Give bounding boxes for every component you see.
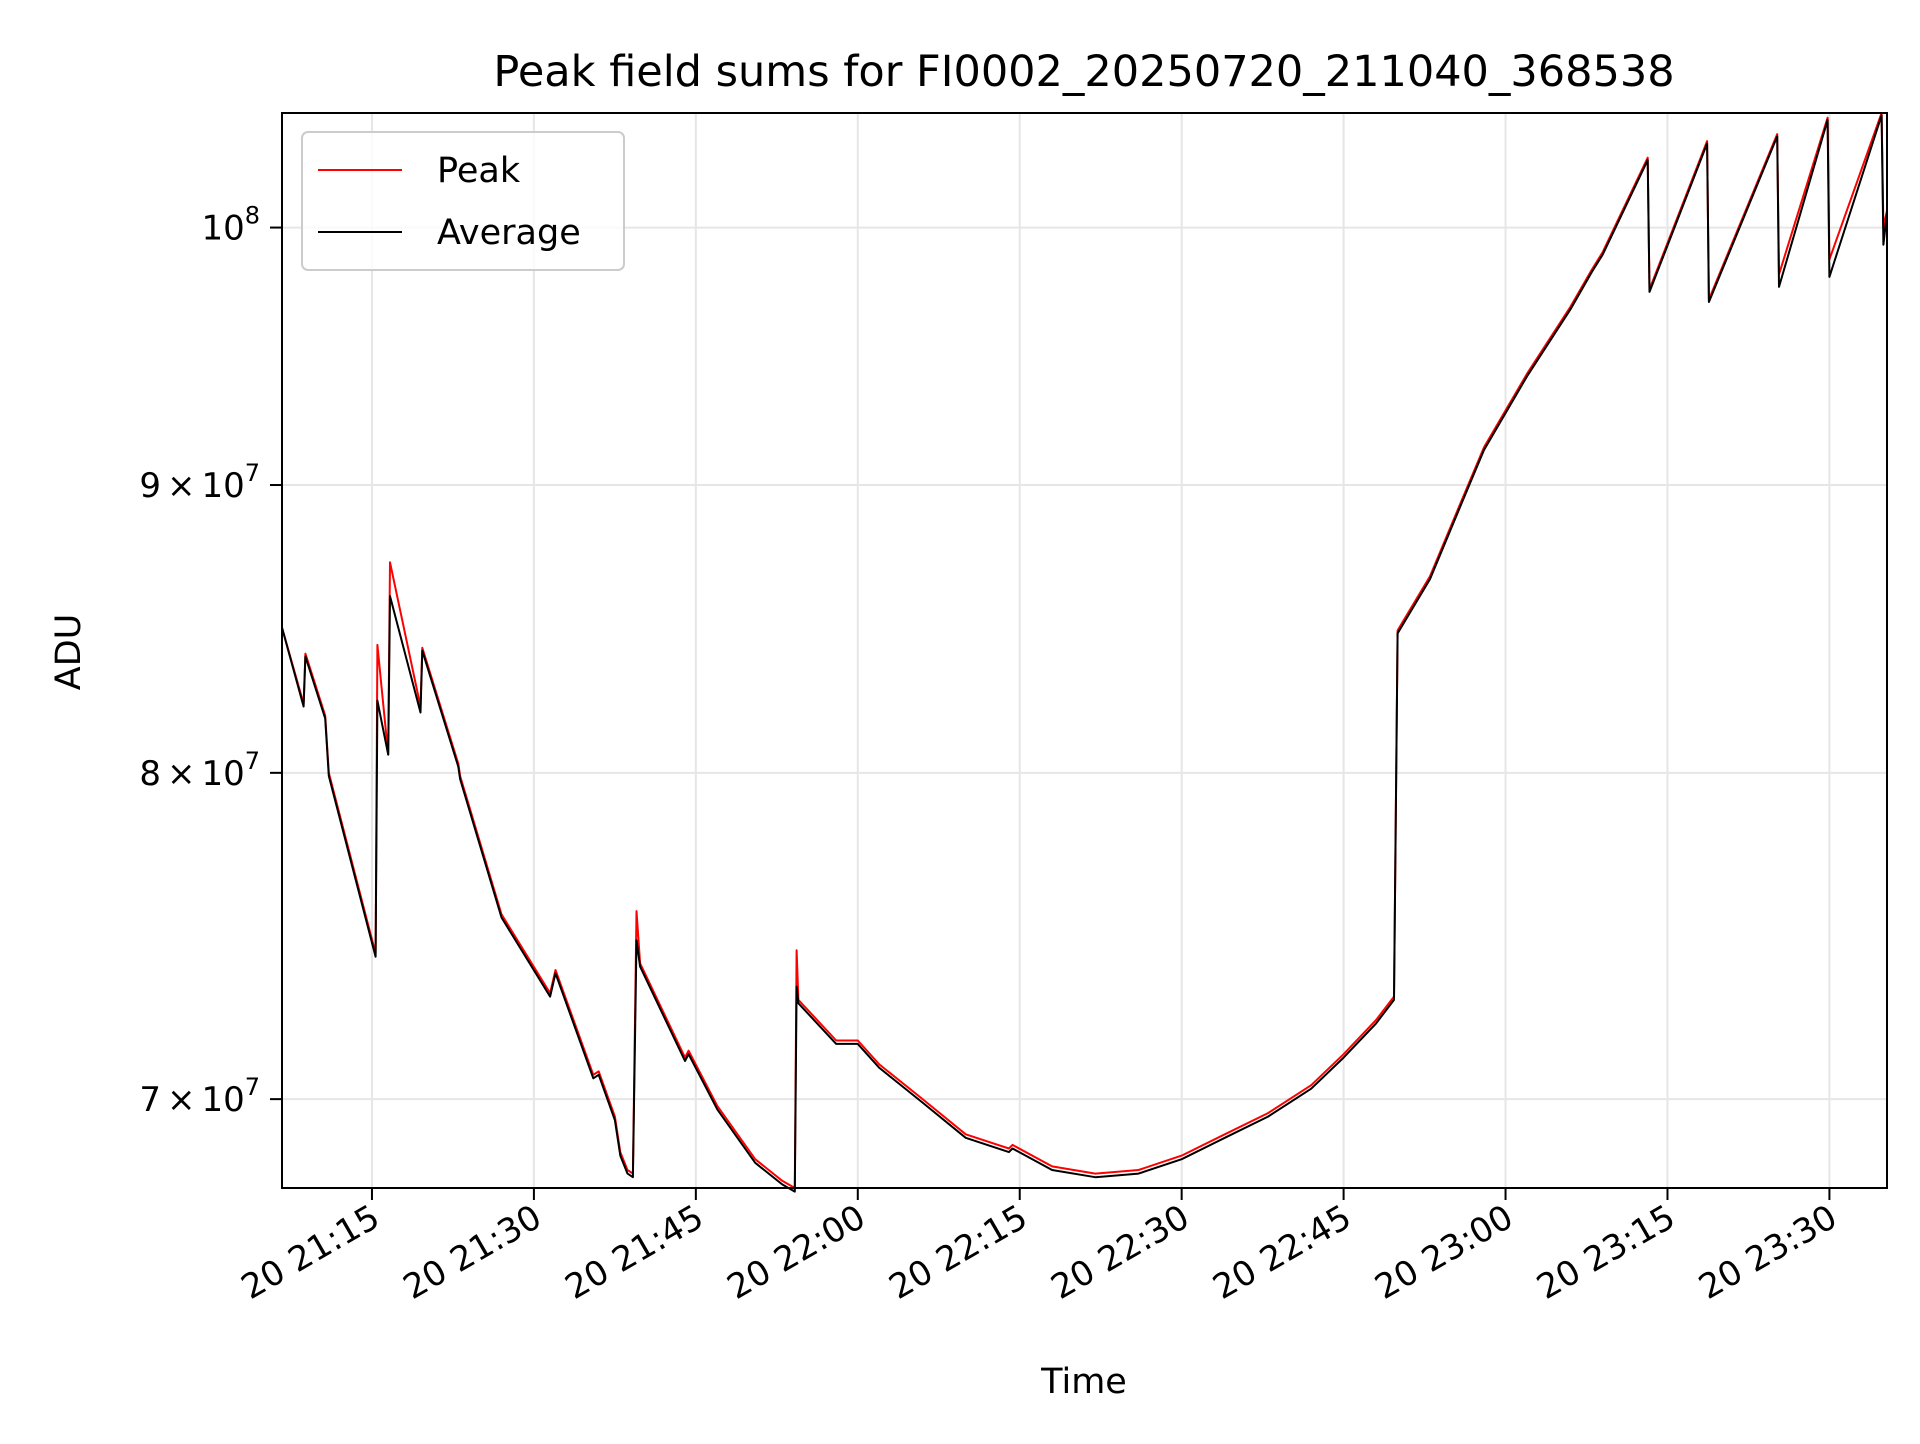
chart-title: Peak field sums for FI0002_20250720_2110… <box>493 47 1674 97</box>
svg-text:7×107: 7 × 107 <box>139 1073 260 1120</box>
y-tick-label: 7 × 107 <box>139 1073 260 1120</box>
y-axis: 7 × 107 8 × 107 9 × 107 108 <box>139 202 282 1120</box>
y-tick-label: 8 × 107 <box>139 747 260 794</box>
series-lines <box>281 112 1888 1193</box>
series-line-average <box>281 114 1888 1193</box>
legend: Peak Average <box>301 131 625 271</box>
svg-text:9×107: 9 × 107 <box>139 459 260 506</box>
legend-label: Average <box>437 213 581 253</box>
legend-box <box>301 131 625 271</box>
grid <box>282 113 1887 1188</box>
x-axis-label: Time <box>1040 1362 1127 1402</box>
legend-item-peak: Peak <box>318 151 521 191</box>
y-tick-label: 9 × 107 <box>139 459 260 506</box>
y-axis-label: ADU <box>49 614 89 691</box>
y-tick-label: 108 <box>201 202 260 249</box>
svg-text:8×107: 8 × 107 <box>139 747 260 794</box>
svg-text:108: 108 <box>201 202 260 249</box>
plot-frame <box>281 112 1888 1189</box>
legend-label: Peak <box>437 151 521 191</box>
legend-item-average: Average <box>318 213 581 253</box>
